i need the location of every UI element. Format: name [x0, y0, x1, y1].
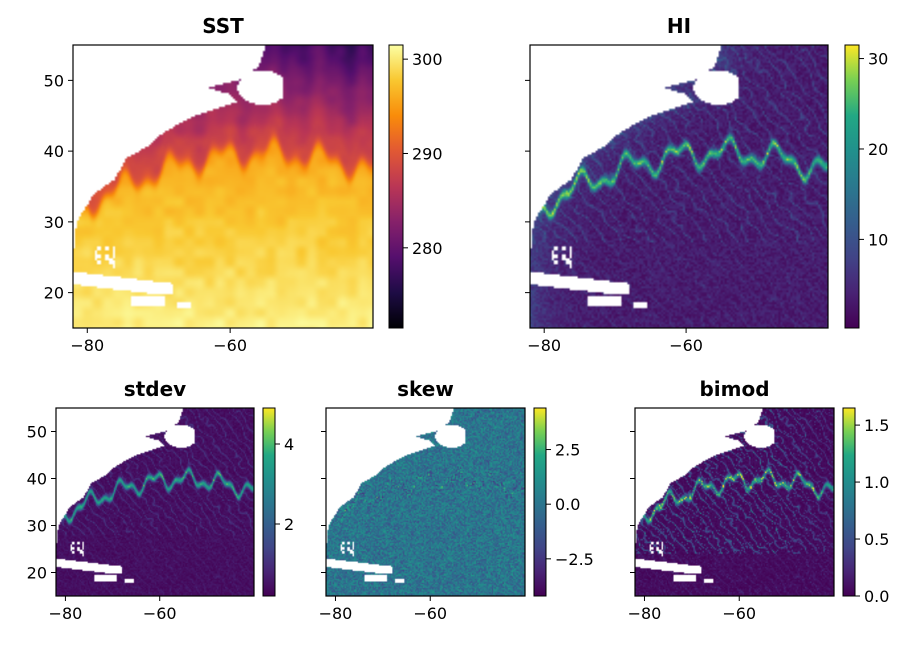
y-tick-label: 50 — [27, 423, 47, 442]
panel-skew: skew −80 −60 −2.5 0.0 2.5 — [319, 377, 594, 623]
panel-sst: SST −80 −60 20 30 40 50 280 290 300 — [44, 14, 443, 355]
panel-title: bimod — [699, 377, 769, 401]
colorbar-tick-label: 10 — [868, 230, 888, 249]
y-tick-label: 30 — [44, 213, 64, 232]
panel-title: HI — [667, 14, 691, 38]
axes-frame — [55, 407, 255, 597]
colorbar-hi — [844, 44, 860, 329]
x-tick-label: −80 — [70, 336, 104, 355]
x-tick-label: −80 — [628, 604, 662, 623]
y-tick-label: 30 — [27, 517, 47, 536]
colorbar-stdev — [262, 407, 276, 597]
axes-frame — [634, 407, 835, 597]
colorbar-sst — [388, 44, 404, 329]
colorbar-tick-label: 0.5 — [864, 530, 889, 549]
y-tick-label: 20 — [44, 284, 64, 303]
panel-title: stdev — [124, 377, 186, 401]
x-tick-label: −80 — [527, 336, 561, 355]
colorbar-tick-label: 0.0 — [555, 495, 580, 514]
x-tick-label: −60 — [669, 336, 703, 355]
colorbar-bimod — [842, 407, 856, 597]
axes-frame — [529, 44, 829, 329]
axes-frame — [72, 44, 374, 329]
panel-hi: HI −80 −60 10 20 30 — [525, 14, 888, 355]
colorbar-skew — [533, 407, 547, 597]
colorbar-tick-label: 2 — [284, 515, 294, 534]
panel-title: SST — [202, 14, 244, 38]
colorbar-tick-label: 0.0 — [864, 587, 889, 606]
colorbar-tick-label: 280 — [412, 239, 443, 258]
colorbar-tick-label: 1.0 — [864, 473, 889, 492]
heatmap-stdev — [56, 408, 254, 596]
heatmap-sst — [73, 45, 373, 328]
colorbar-tick-label: 1.5 — [864, 416, 889, 435]
x-tick-label: −60 — [143, 604, 177, 623]
heatmap-skew — [326, 408, 525, 596]
y-tick-label: 40 — [44, 142, 64, 161]
colorbar-tick-label: 300 — [412, 50, 443, 69]
y-tick-label: 20 — [27, 564, 47, 583]
colorbar-tick-label: 290 — [412, 144, 443, 163]
colorbar-tick-label: 20 — [868, 140, 888, 159]
colorbar-tick-label: 4 — [284, 435, 294, 454]
panel-stdev: stdev −80 −60 20 30 40 50 2 4 — [27, 377, 295, 623]
x-tick-label: −80 — [319, 604, 353, 623]
heatmap-bimod — [635, 408, 834, 596]
x-tick-label: −60 — [413, 604, 447, 623]
panel-bimod: bimod −80 −60 0.0 0.5 1.0 1.5 — [628, 377, 890, 623]
heatmap-hi — [530, 45, 828, 328]
y-tick-label: 40 — [27, 470, 47, 489]
axes-frame — [325, 407, 526, 597]
y-tick-label: 50 — [44, 71, 64, 90]
panel-title: skew — [397, 377, 454, 401]
x-tick-label: −60 — [722, 604, 756, 623]
colorbar-tick-label: 2.5 — [555, 441, 580, 460]
colorbar-tick-label: −2.5 — [555, 550, 594, 569]
x-tick-label: −60 — [213, 336, 247, 355]
colorbar-tick-label: 30 — [868, 50, 888, 69]
x-tick-label: −80 — [49, 604, 83, 623]
